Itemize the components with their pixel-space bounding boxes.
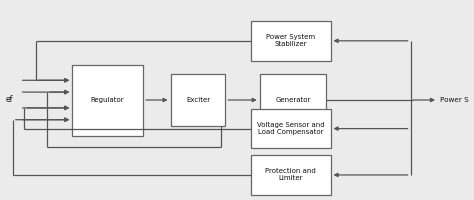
Text: Generator: Generator bbox=[275, 97, 310, 103]
FancyBboxPatch shape bbox=[251, 109, 330, 148]
FancyBboxPatch shape bbox=[251, 21, 330, 61]
FancyBboxPatch shape bbox=[251, 155, 330, 195]
FancyBboxPatch shape bbox=[260, 74, 326, 126]
Text: Exciter: Exciter bbox=[186, 97, 210, 103]
FancyBboxPatch shape bbox=[171, 74, 226, 126]
FancyBboxPatch shape bbox=[72, 64, 143, 136]
Text: ef: ef bbox=[6, 96, 13, 104]
Text: Protection and
Limiter: Protection and Limiter bbox=[265, 168, 316, 181]
Text: Power System
Stabilizer: Power System Stabilizer bbox=[266, 34, 315, 47]
Text: Power S: Power S bbox=[440, 97, 469, 103]
Text: Voltage Sensor and
Load Compensator: Voltage Sensor and Load Compensator bbox=[257, 122, 324, 135]
Text: Regulator: Regulator bbox=[91, 97, 125, 103]
